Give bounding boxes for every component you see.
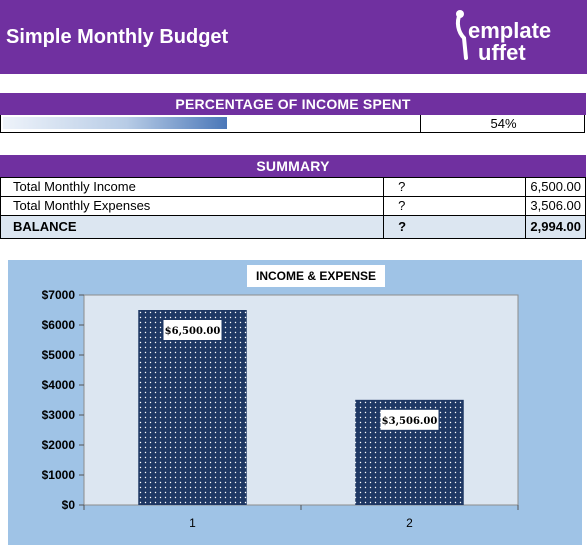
summary-table: Total Monthly Income ? 6,500.00 Total Mo… <box>0 177 586 239</box>
y-tick-label: $4000 <box>42 378 76 392</box>
data-label: $3,506.00 <box>382 416 438 427</box>
balance-row: BALANCE ? 2,994.00 <box>0 215 586 239</box>
data-label: $6,500.00 <box>165 326 221 337</box>
y-tick-label: $7000 <box>42 288 76 302</box>
chart-title: INCOME & EXPENSE <box>247 265 385 287</box>
percentage-value: 54% <box>490 116 517 131</box>
template-buffet-logo: emplate uffet <box>455 10 551 65</box>
y-tick-label: $2000 <box>42 438 76 452</box>
percentage-heading: PERCENTAGE OF INCOME SPENT <box>0 93 586 115</box>
bars: $6,500.00 $3,506.00 <box>138 310 464 505</box>
y-tick-label: $0 <box>62 498 76 512</box>
logo-text-top: emplate <box>468 18 551 43</box>
header-banner: Simple Monthly Budget emplate uffet <box>0 0 587 74</box>
balance-amount: 2,994.00 <box>525 215 586 239</box>
income-expense-chart: $0 $1000 $2000 $3000 $4000 $5000 $6000 $7000 $6… <box>42 288 519 530</box>
balance-label: BALANCE <box>0 215 385 239</box>
x-tick-label: 2 <box>406 516 413 530</box>
y-tick-label: $3000 <box>42 408 76 422</box>
income-amount: 6,500.00 <box>525 177 586 197</box>
income-q: ? <box>383 177 527 197</box>
percentage-row: 54% <box>0 115 585 133</box>
summary-heading: SUMMARY <box>0 155 586 177</box>
table-row: Total Monthly Expenses ? 3,506.00 <box>0 196 586 216</box>
logo-text-bottom: uffet <box>478 40 526 65</box>
y-tick-label: $5000 <box>42 348 76 362</box>
expenses-label: Total Monthly Expenses <box>0 196 385 216</box>
x-tick-label: 1 <box>189 516 196 530</box>
percentage-bar-fill <box>3 117 228 129</box>
data-label-box <box>380 409 439 430</box>
y-axis: $0 $1000 $2000 $3000 $4000 $5000 $6000 $7000 <box>42 288 84 512</box>
bar-1 <box>138 310 247 505</box>
y-tick-label: $1000 <box>42 468 76 482</box>
expenses-q: ? <box>383 196 527 216</box>
y-tick-label: $6000 <box>42 318 76 332</box>
data-label-box <box>163 320 222 340</box>
balance-q: ? <box>383 215 527 239</box>
income-label: Total Monthly Income <box>0 177 385 197</box>
percentage-bar-track <box>1 115 421 132</box>
page-title: Simple Monthly Budget <box>6 26 229 48</box>
table-row: Total Monthly Income ? 6,500.00 <box>0 177 586 197</box>
expenses-amount: 3,506.00 <box>525 196 586 216</box>
